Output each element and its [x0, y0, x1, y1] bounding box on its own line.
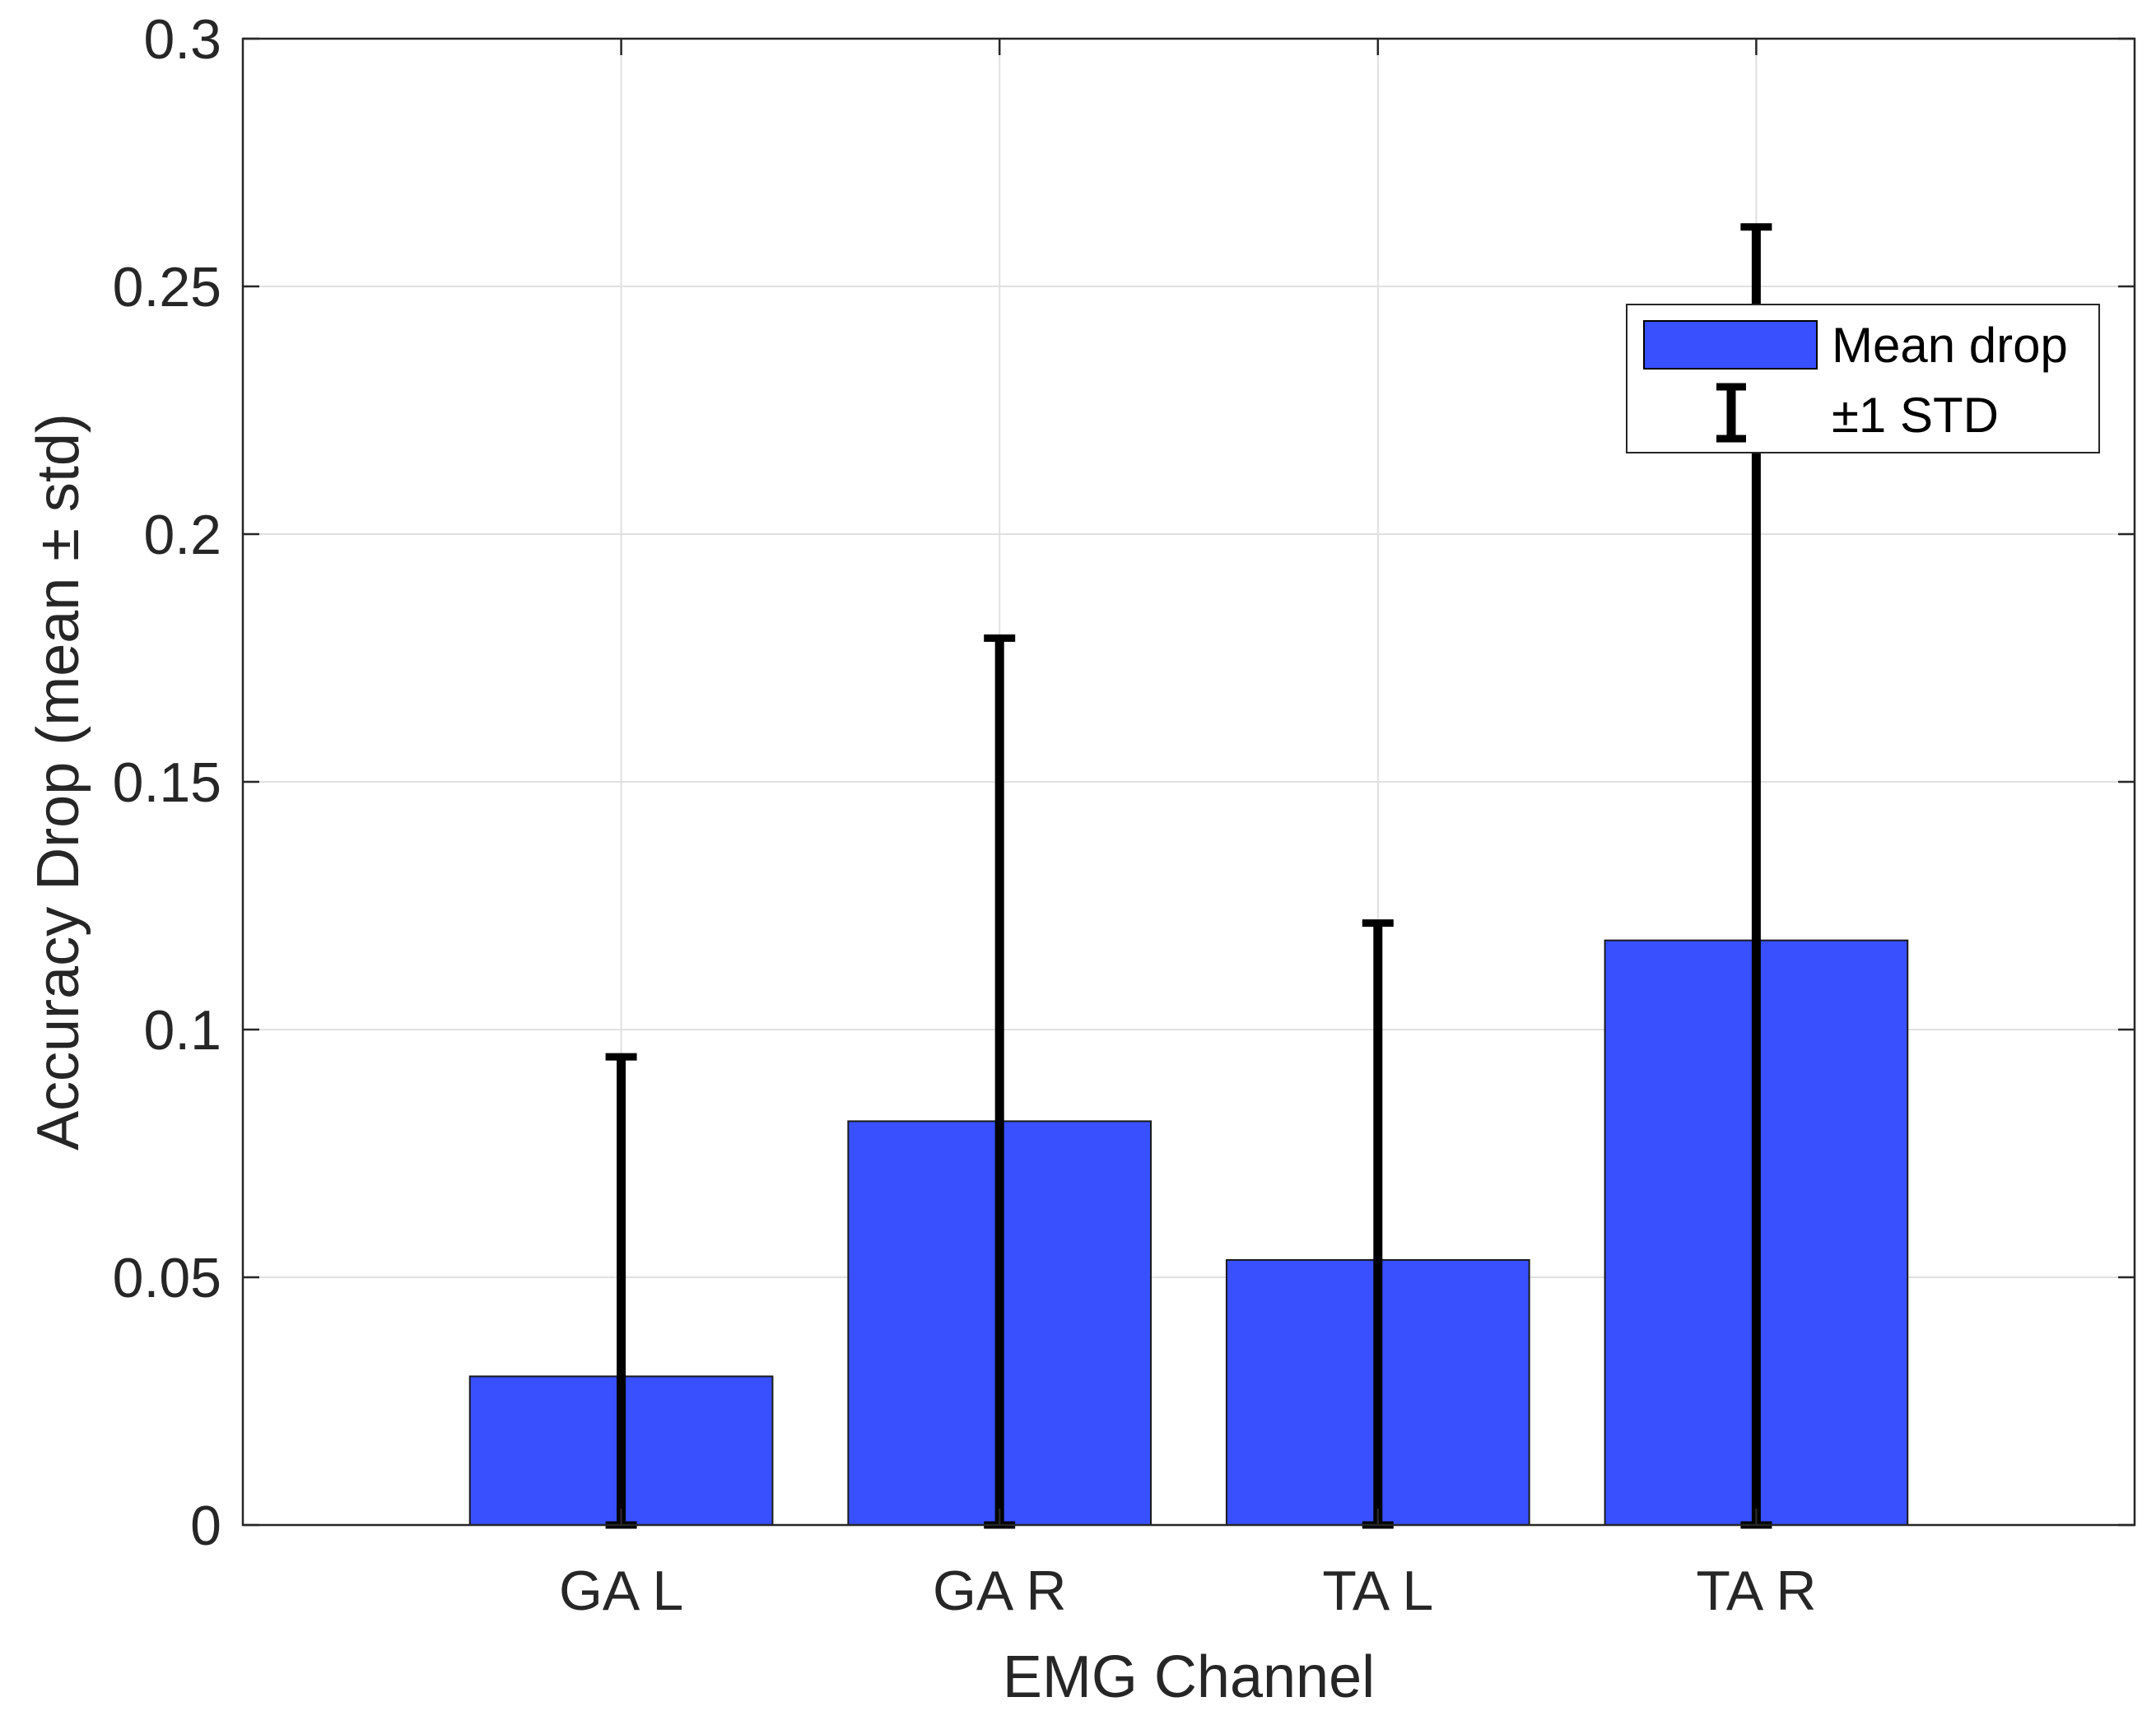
legend: Mean drop ±1 STD	[1626, 304, 2100, 453]
legend-label-std: ±1 STD	[1832, 388, 1999, 443]
y-tick-label: 0.15	[113, 751, 221, 814]
y-tick-label: 0.1	[143, 999, 221, 1062]
x-tick-label: GA R	[933, 1560, 1067, 1622]
legend-swatch-mean-drop	[1643, 320, 1818, 370]
y-axis-label: Accuracy Drop (mean ± std)	[26, 413, 91, 1151]
bars	[468, 939, 1909, 1527]
y-tick-label: 0.3	[143, 8, 221, 71]
x-tick-label: GA L	[559, 1560, 683, 1622]
x-axis-ticks: GA L GA R TA L TA R	[559, 39, 1816, 1622]
y-tick-label: 0	[190, 1495, 221, 1557]
x-axis-label: EMG Channel	[1003, 1644, 1375, 1710]
legend-label-mean-drop: Mean drop	[1832, 318, 2068, 373]
y-tick-label: 0.25	[113, 256, 221, 318]
y-axis-ticks: 0 0.05 0.1 0.15 0.2 0.25 0.3	[113, 8, 2135, 1557]
error-bar-icon	[1716, 383, 1746, 443]
error-bars	[605, 223, 1772, 1529]
x-tick-label: TA R	[1696, 1560, 1816, 1622]
y-tick-label: 0.05	[113, 1247, 221, 1309]
y-tick-label: 0.2	[143, 504, 221, 566]
x-tick-label: TA L	[1322, 1560, 1433, 1622]
